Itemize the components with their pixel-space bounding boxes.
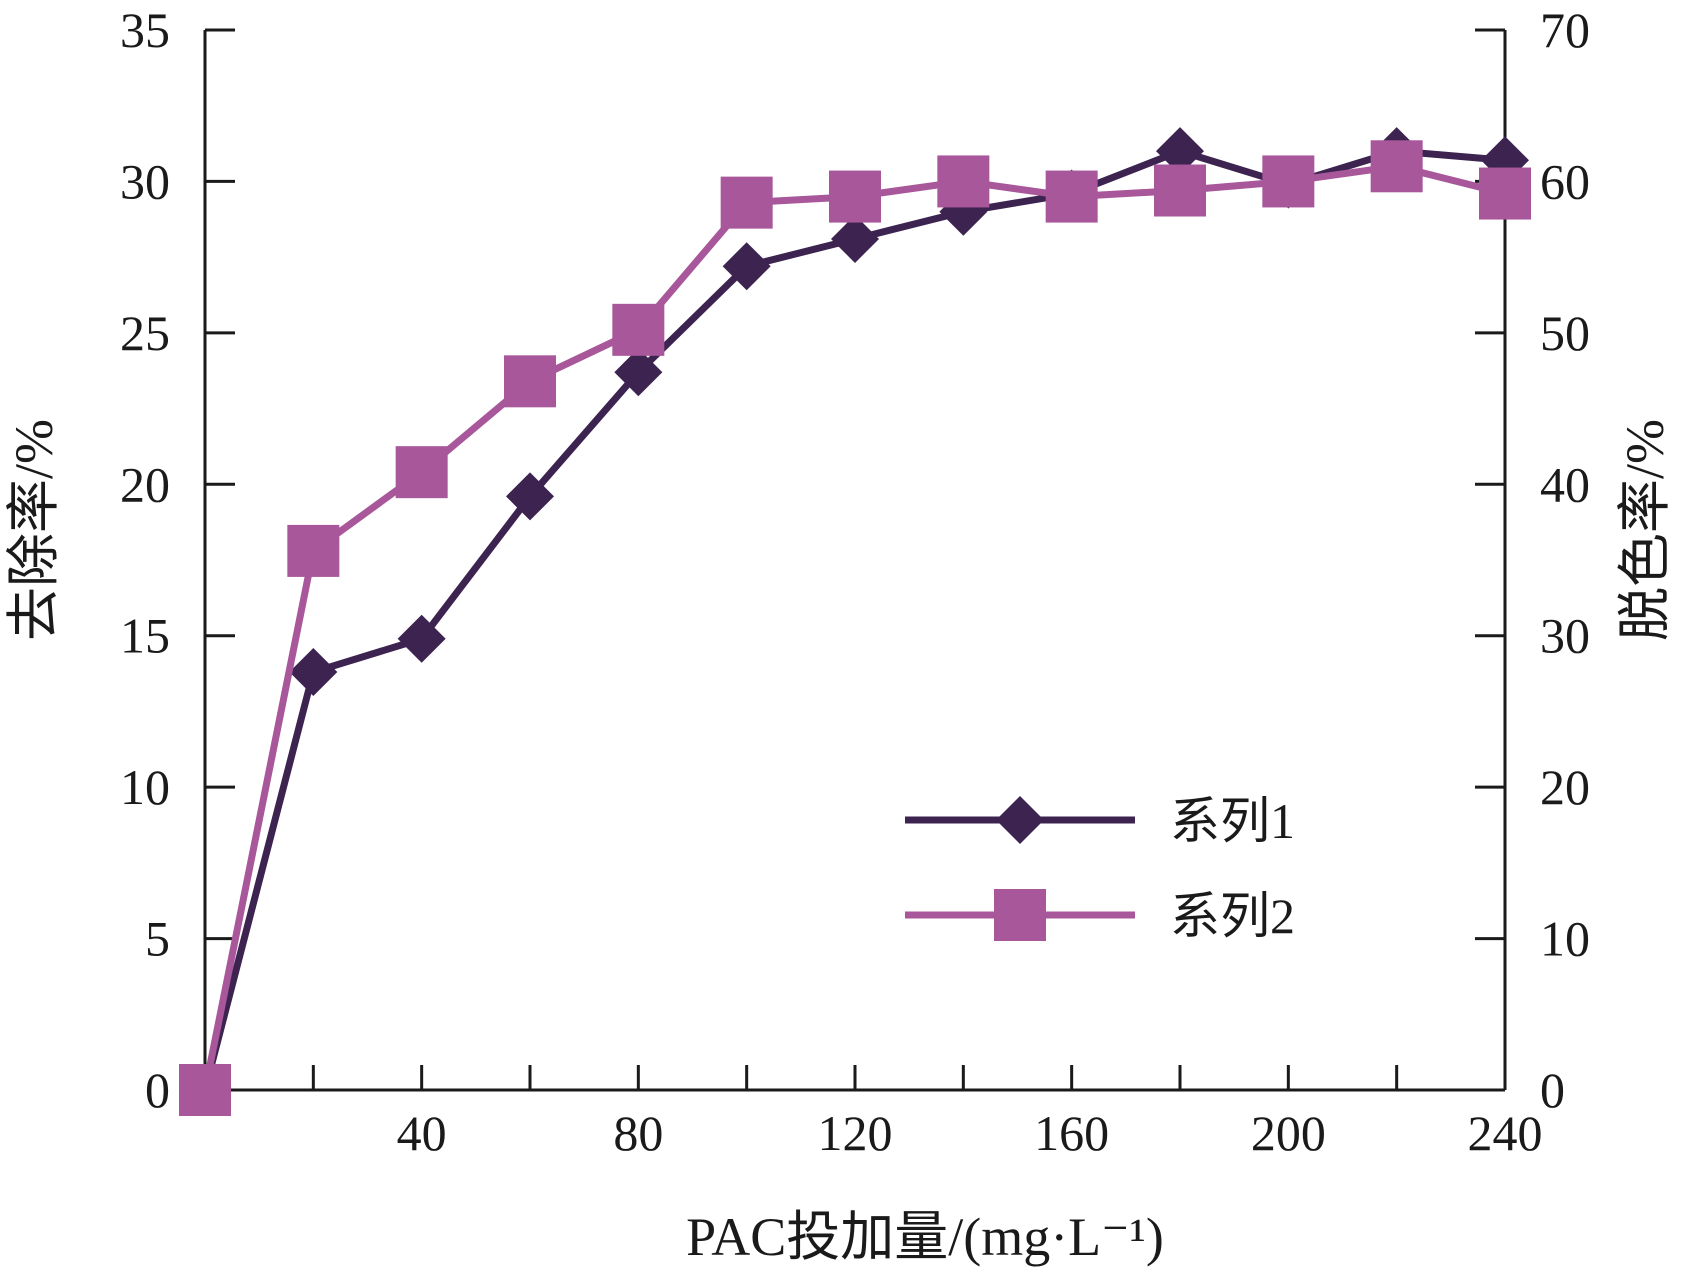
series-2-line — [201, 162, 1506, 1091]
y-left-tick-label: 35 — [120, 2, 170, 58]
series-2-point — [287, 524, 340, 577]
series-2-point — [937, 155, 990, 208]
series-1-point — [506, 472, 554, 521]
x-tick-label: 200 — [1251, 1105, 1326, 1161]
series-1-point — [289, 648, 338, 697]
x-tick-label: 80 — [613, 1105, 663, 1161]
y-right-tick-label: 10 — [1540, 911, 1590, 967]
series-1 — [181, 127, 1529, 1114]
series-2 — [179, 140, 1531, 1116]
y-left-tick-label: 0 — [145, 1062, 170, 1118]
y-right-tick-label: 70 — [1540, 2, 1590, 58]
x-tick-label: 120 — [818, 1105, 893, 1161]
series-2-point — [1154, 164, 1206, 217]
series-2-point — [395, 446, 448, 499]
x-axis-title: PAC投加量/(mg·L⁻¹) — [686, 1207, 1164, 1267]
legend-marker-series-2 — [994, 889, 1046, 941]
x-tick-label: 160 — [1034, 1105, 1109, 1161]
y-right-tick-label: 0 — [1540, 1062, 1565, 1118]
y-axis-left-title: 去除率/% — [4, 419, 64, 641]
y-right-tick-label: 60 — [1540, 153, 1590, 209]
series-1-point — [1156, 127, 1204, 176]
y-left-tick-label: 25 — [120, 305, 170, 361]
series-2-point — [829, 170, 881, 223]
x-tick-label: 240 — [1468, 1105, 1543, 1161]
series-1-point — [614, 348, 663, 397]
y-left-tick-label: 10 — [120, 759, 170, 815]
series-1-point — [831, 214, 879, 263]
series-2-point — [612, 303, 665, 356]
y-left-tick-label: 30 — [120, 153, 170, 209]
series-1-point — [722, 242, 771, 291]
series-2-point — [1045, 170, 1098, 223]
y-axis-right-title: 脱色率/% — [1615, 419, 1675, 641]
y-left-tick-label: 5 — [145, 911, 170, 967]
series-layer — [179, 127, 1531, 1116]
series-2-point — [504, 355, 556, 408]
legend-label-series-1: 系列1 — [1170, 793, 1295, 849]
series-2-point — [179, 1064, 231, 1116]
y-right-tick-label: 20 — [1540, 759, 1590, 815]
y-right-tick-label: 40 — [1540, 456, 1590, 512]
series-2-point — [1370, 140, 1423, 193]
legend: 系列1 系列2 — [905, 793, 1295, 944]
legend-marker-series-1 — [996, 796, 1044, 844]
x-tick-label: 40 — [397, 1105, 447, 1161]
series-1-line — [201, 147, 1506, 1091]
y-right-tick-label: 50 — [1540, 305, 1590, 361]
series-2-point — [1262, 155, 1315, 208]
series-1-point — [397, 614, 446, 663]
y-left-tick-label: 15 — [120, 608, 170, 664]
axes-layer: 0 5 10 15 20 25 30 35 0 10 20 30 40 50 60 70 40 80 120 160 2… — [120, 2, 1590, 1161]
legend-label-series-2: 系列2 — [1170, 888, 1295, 944]
y-right-tick-label: 30 — [1540, 608, 1590, 664]
series-2-point — [720, 176, 773, 229]
y-left-tick-label: 20 — [120, 456, 170, 512]
series-2-point — [1479, 167, 1531, 220]
